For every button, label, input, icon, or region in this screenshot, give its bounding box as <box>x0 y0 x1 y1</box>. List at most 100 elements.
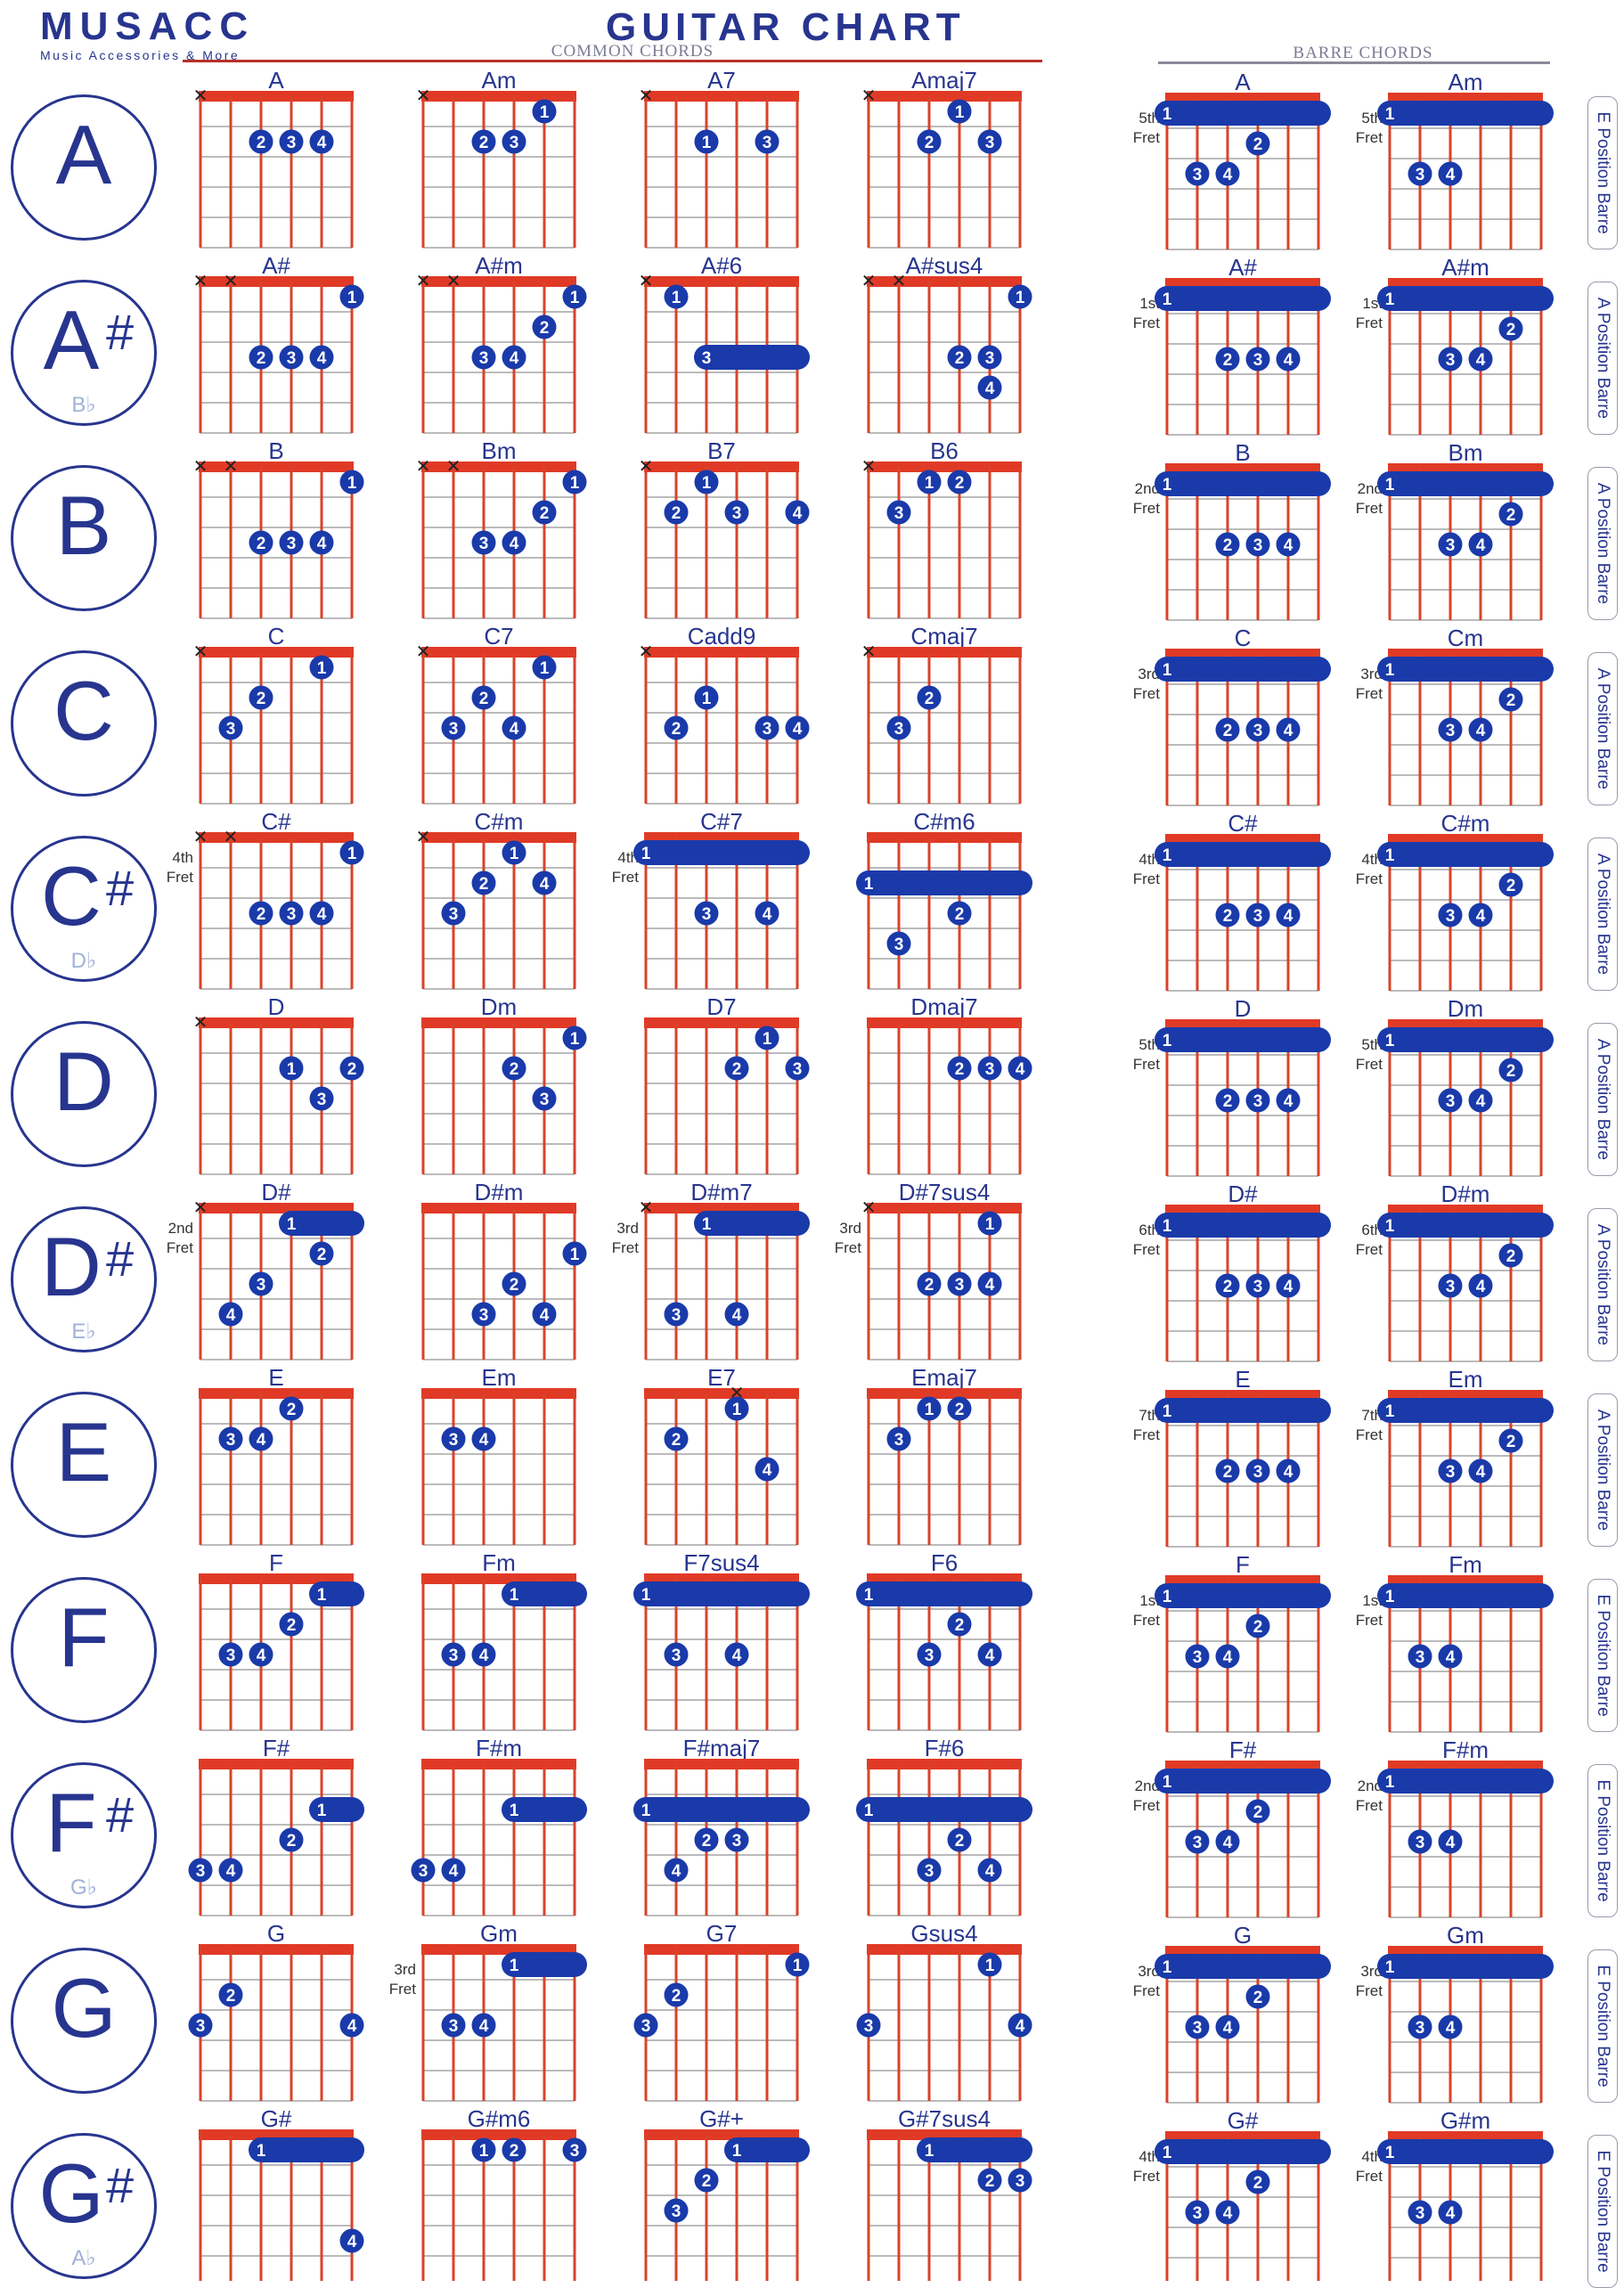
finger-dot <box>1215 903 1240 927</box>
finger-number: 4 <box>479 1431 489 1450</box>
nut <box>199 1944 354 1955</box>
finger-dot <box>471 1302 496 1327</box>
finger-number: 3 <box>985 134 995 152</box>
finger-dot <box>1245 532 1270 557</box>
nut <box>644 647 799 658</box>
root-note-b: B <box>11 465 157 611</box>
chord-diagram-gsus4: Gsus4 3 1 4 <box>856 1920 1032 2102</box>
finger-dot <box>755 129 779 154</box>
chord-name: A7 <box>707 67 736 94</box>
finger-number: 2 <box>257 905 266 924</box>
finger-dot <box>1008 2168 1032 2193</box>
nut <box>644 462 799 472</box>
finger-number: 2 <box>672 504 681 523</box>
fret-position-label: Fret <box>1133 1241 1161 1258</box>
chord-diagram-a-m: A#m ✕ ✕ 3 4 2 1 <box>416 252 587 434</box>
finger-dot <box>664 1982 689 2007</box>
finger-number: 2 <box>955 1616 965 1635</box>
enharmonic-flat-label: G♭ <box>70 1875 97 1900</box>
finger-dot <box>977 129 1002 154</box>
finger-dot <box>188 1858 213 1883</box>
finger-dot <box>441 1426 466 1451</box>
root-note-d: D <box>11 1021 157 1167</box>
barre-finger-number: 1 <box>732 2142 742 2161</box>
finger-dot <box>1438 1829 1463 1854</box>
finger-dot <box>1408 161 1432 186</box>
finger-dot <box>309 655 334 680</box>
finger-number: 2 <box>287 1832 297 1851</box>
finger-dot <box>1438 2200 1463 2225</box>
barre-position-tab: E Position Barre <box>1587 1579 1618 1732</box>
chord-diagram-f: F 1 3 4 2 <box>199 1549 364 1731</box>
finger-dot <box>886 1426 911 1451</box>
finger-dot <box>1276 1459 1301 1483</box>
finger-dot <box>1008 2013 1032 2038</box>
root-letter: G <box>38 2146 104 2240</box>
nut <box>421 1203 576 1213</box>
barre-bar <box>1155 1027 1331 1052</box>
nut <box>421 1759 576 1769</box>
finger-dot <box>947 1612 972 1637</box>
finger-number: 2 <box>317 1246 327 1264</box>
barre-finger-number: 1 <box>317 1586 327 1605</box>
finger-number: 2 <box>702 1832 712 1851</box>
chord-name: E <box>268 1364 283 1391</box>
fret-position-label: 2nd <box>168 1220 193 1237</box>
finger-dot <box>249 530 273 555</box>
finger-number: 2 <box>955 1401 965 1419</box>
finger-dot <box>1215 1644 1240 1669</box>
barre-finger-number: 1 <box>1385 1958 1395 1977</box>
finger-number: 4 <box>732 1647 742 1665</box>
chord-name: D <box>268 993 285 1020</box>
finger-number: 4 <box>763 905 772 924</box>
finger-number: 2 <box>540 319 550 338</box>
finger-dot <box>188 2013 213 2038</box>
finger-dot <box>562 1026 587 1050</box>
finger-dot <box>1185 1829 1210 1854</box>
finger-dot <box>1468 1459 1493 1483</box>
barre-bar <box>633 1797 810 1822</box>
finger-dot <box>471 129 496 154</box>
muted-string-mark: ✕ <box>861 642 877 662</box>
fret-position-label: Fret <box>835 1239 862 1256</box>
barre-bar <box>1377 101 1554 126</box>
finger-number: 4 <box>347 2017 357 2036</box>
chord-name: A#m <box>475 252 522 279</box>
muted-string-mark: ✕ <box>416 828 431 847</box>
finger-number: 1 <box>925 1401 934 1419</box>
fret-position-label: Fret <box>1356 1056 1383 1073</box>
finger-number: 4 <box>1446 1648 1456 1667</box>
finger-dot <box>1245 1088 1270 1113</box>
chord-diagram-emaj7: Emaj7 3 1 2 <box>867 1364 1022 1546</box>
muted-string-mark: ✕ <box>892 272 907 291</box>
chord-name: A#m <box>1441 254 1489 281</box>
finger-dot <box>1468 1088 1493 1113</box>
chord-name: A#sus4 <box>906 252 983 279</box>
finger-dot <box>1438 903 1463 927</box>
fret-position-label: Fret <box>1133 1056 1161 1073</box>
barre-bar <box>856 1581 1032 1606</box>
finger-number: 4 <box>1476 1092 1486 1111</box>
chord-name: E7 <box>707 1364 736 1391</box>
chord-diagram-a7: A7 ✕ 1 3 <box>639 67 799 249</box>
chord-name: B7 <box>707 437 736 464</box>
finger-dot <box>1276 1273 1301 1298</box>
chord-name: C <box>1235 625 1252 651</box>
finger-dot <box>724 500 749 525</box>
finger-dot <box>947 99 972 124</box>
barre-finger-number: 1 <box>641 845 651 863</box>
chord-diagram-f6: F6 1 3 2 4 <box>856 1549 1032 1731</box>
finger-number: 4 <box>1476 907 1486 926</box>
finger-dot <box>1438 717 1463 742</box>
chord-name: F6 <box>931 1549 958 1576</box>
finger-dot <box>309 129 334 154</box>
brand-name: MUSACC <box>40 4 256 48</box>
finger-number: 4 <box>985 1647 995 1665</box>
finger-dot <box>339 470 364 494</box>
chord-name: Cadd9 <box>688 623 756 650</box>
fret-position-label: Fret <box>1133 870 1161 887</box>
barre-finger-number: 1 <box>510 1802 519 1820</box>
barre-bar <box>1155 1213 1331 1238</box>
